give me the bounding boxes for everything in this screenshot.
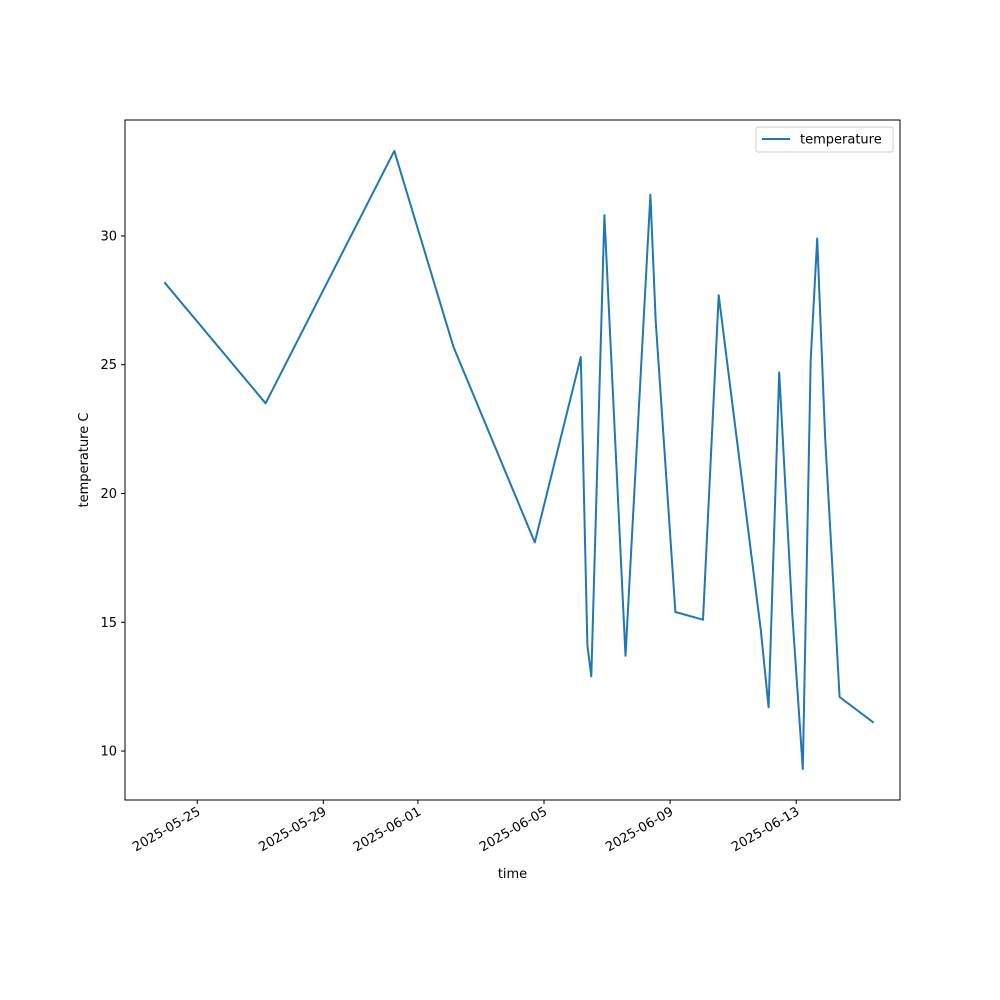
y-tick-label: 30 bbox=[100, 229, 117, 244]
y-axis-ticks: 10 15 20 25 30 bbox=[100, 229, 125, 760]
y-tick-label: 25 bbox=[100, 358, 117, 373]
y-axis-label: temperature C bbox=[77, 413, 92, 508]
x-axis-label: time bbox=[498, 867, 527, 882]
plot-area bbox=[163, 149, 875, 771]
axes-frame bbox=[124, 119, 901, 801]
legend-box bbox=[755, 126, 894, 153]
series-line-temperature bbox=[163, 149, 875, 771]
y-tick-label: 15 bbox=[100, 616, 117, 631]
legend-label: temperature bbox=[800, 133, 882, 148]
y-tick-label: 10 bbox=[100, 745, 117, 760]
y-tick-label: 20 bbox=[100, 487, 117, 502]
legend: temperature bbox=[755, 126, 894, 153]
